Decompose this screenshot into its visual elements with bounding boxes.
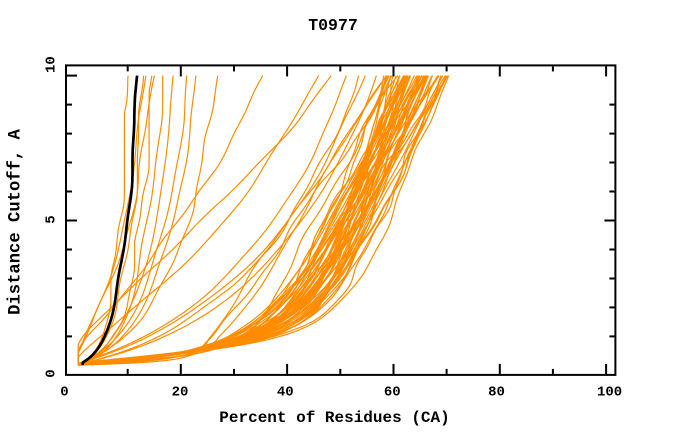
svg-text:60: 60 [384,384,401,400]
svg-text:100: 100 [597,384,622,400]
svg-text:40: 40 [277,384,294,400]
svg-text:Percent of Residues (CA): Percent of Residues (CA) [219,409,449,427]
svg-text:0: 0 [44,369,60,377]
svg-text:0: 0 [60,384,68,400]
svg-text:5: 5 [44,215,60,223]
svg-text:Distance Cutoff, A: Distance Cutoff, A [7,128,26,314]
svg-text:20: 20 [172,384,189,400]
svg-text:T0977: T0977 [308,16,358,35]
svg-text:10: 10 [44,56,60,73]
svg-text:80: 80 [488,384,505,400]
